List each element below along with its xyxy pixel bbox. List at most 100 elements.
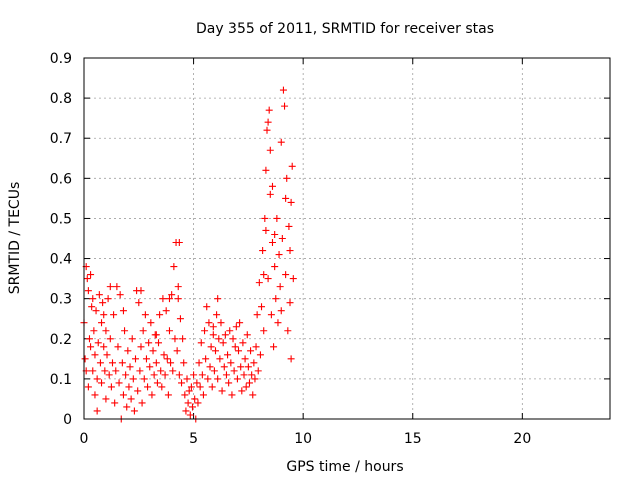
data-point <box>248 371 256 379</box>
data-point <box>110 311 118 319</box>
data-point <box>190 371 198 379</box>
data-point <box>90 327 98 335</box>
axis-ticks <box>83 57 610 420</box>
x-tick-label: 5 <box>189 431 198 447</box>
y-tick-label: 0.2 <box>50 332 72 348</box>
data-point <box>228 391 236 399</box>
data-point <box>286 299 294 307</box>
data-point <box>135 299 143 307</box>
data-point <box>273 214 281 222</box>
data-point <box>102 327 110 335</box>
data-point <box>180 359 188 367</box>
data-point <box>238 387 246 395</box>
data-point <box>169 367 177 375</box>
data-point <box>101 367 109 375</box>
data-point <box>205 319 213 327</box>
data-point <box>92 307 100 315</box>
data-point <box>220 363 228 371</box>
data-point <box>193 379 201 387</box>
data-point <box>96 359 104 367</box>
data-point <box>87 343 95 351</box>
data-point <box>194 399 202 407</box>
data-point <box>100 311 108 319</box>
data-point <box>235 347 243 355</box>
data-point <box>277 307 285 315</box>
data-point <box>94 339 102 347</box>
data-point <box>102 395 110 403</box>
data-point <box>288 162 296 170</box>
data-point <box>171 335 179 343</box>
x-tick-label: 15 <box>404 431 422 447</box>
data-point <box>279 86 287 94</box>
data-point <box>270 343 278 351</box>
data-point <box>176 315 184 323</box>
y-tick-label: 0.4 <box>50 252 72 268</box>
y-tick-label: 0.3 <box>50 292 72 308</box>
data-point <box>247 347 255 355</box>
data-point <box>230 367 238 375</box>
data-point <box>141 311 149 319</box>
data-point <box>137 287 145 295</box>
data-point <box>174 295 182 303</box>
data-point <box>245 379 253 387</box>
data-point <box>153 379 161 387</box>
data-points <box>80 86 297 423</box>
data-point <box>208 383 216 391</box>
data-point <box>163 355 171 363</box>
data-point <box>209 323 217 331</box>
data-point <box>99 299 107 307</box>
data-point <box>258 303 266 311</box>
data-point <box>165 327 173 335</box>
data-point <box>132 355 140 363</box>
chart-title: Day 355 of 2011, SRMTID for receiver sta… <box>196 21 494 37</box>
data-point <box>203 303 211 311</box>
data-point <box>237 363 245 371</box>
data-point <box>100 343 108 351</box>
data-point <box>178 379 186 387</box>
data-point <box>111 399 119 407</box>
data-point <box>119 391 127 399</box>
data-point <box>170 263 178 271</box>
data-point <box>149 347 157 355</box>
x-axis-label: GPS time / hours <box>286 459 403 475</box>
data-point <box>160 351 168 359</box>
data-point <box>222 371 230 379</box>
data-point <box>122 371 130 379</box>
data-point <box>265 106 273 114</box>
data-point <box>91 391 99 399</box>
data-point <box>214 375 222 383</box>
data-point <box>98 319 106 327</box>
data-point <box>285 222 293 230</box>
data-point <box>115 379 123 387</box>
data-point <box>286 247 294 255</box>
data-point <box>249 391 257 399</box>
data-point <box>263 126 271 134</box>
data-point <box>242 383 250 391</box>
data-point <box>239 339 247 347</box>
data-point <box>212 347 219 355</box>
data-point <box>179 335 187 343</box>
data-point <box>112 367 120 375</box>
data-point <box>268 182 276 190</box>
data-point <box>209 331 217 339</box>
data-point <box>274 319 282 327</box>
data-point <box>87 271 95 279</box>
x-tick-label: 10 <box>294 431 312 447</box>
data-point <box>161 371 169 379</box>
data-point <box>186 411 194 419</box>
data-point <box>129 375 137 383</box>
data-point <box>283 174 291 182</box>
data-point <box>284 327 292 335</box>
data-point <box>264 275 272 283</box>
y-tick-label: 0.5 <box>50 211 72 227</box>
data-point <box>150 371 158 379</box>
data-point <box>261 214 269 222</box>
data-point <box>221 331 229 339</box>
data-point <box>147 319 155 327</box>
data-point <box>148 391 156 399</box>
data-point <box>199 391 207 399</box>
data-point <box>162 307 170 315</box>
data-point <box>287 355 295 363</box>
data-point <box>144 383 152 391</box>
